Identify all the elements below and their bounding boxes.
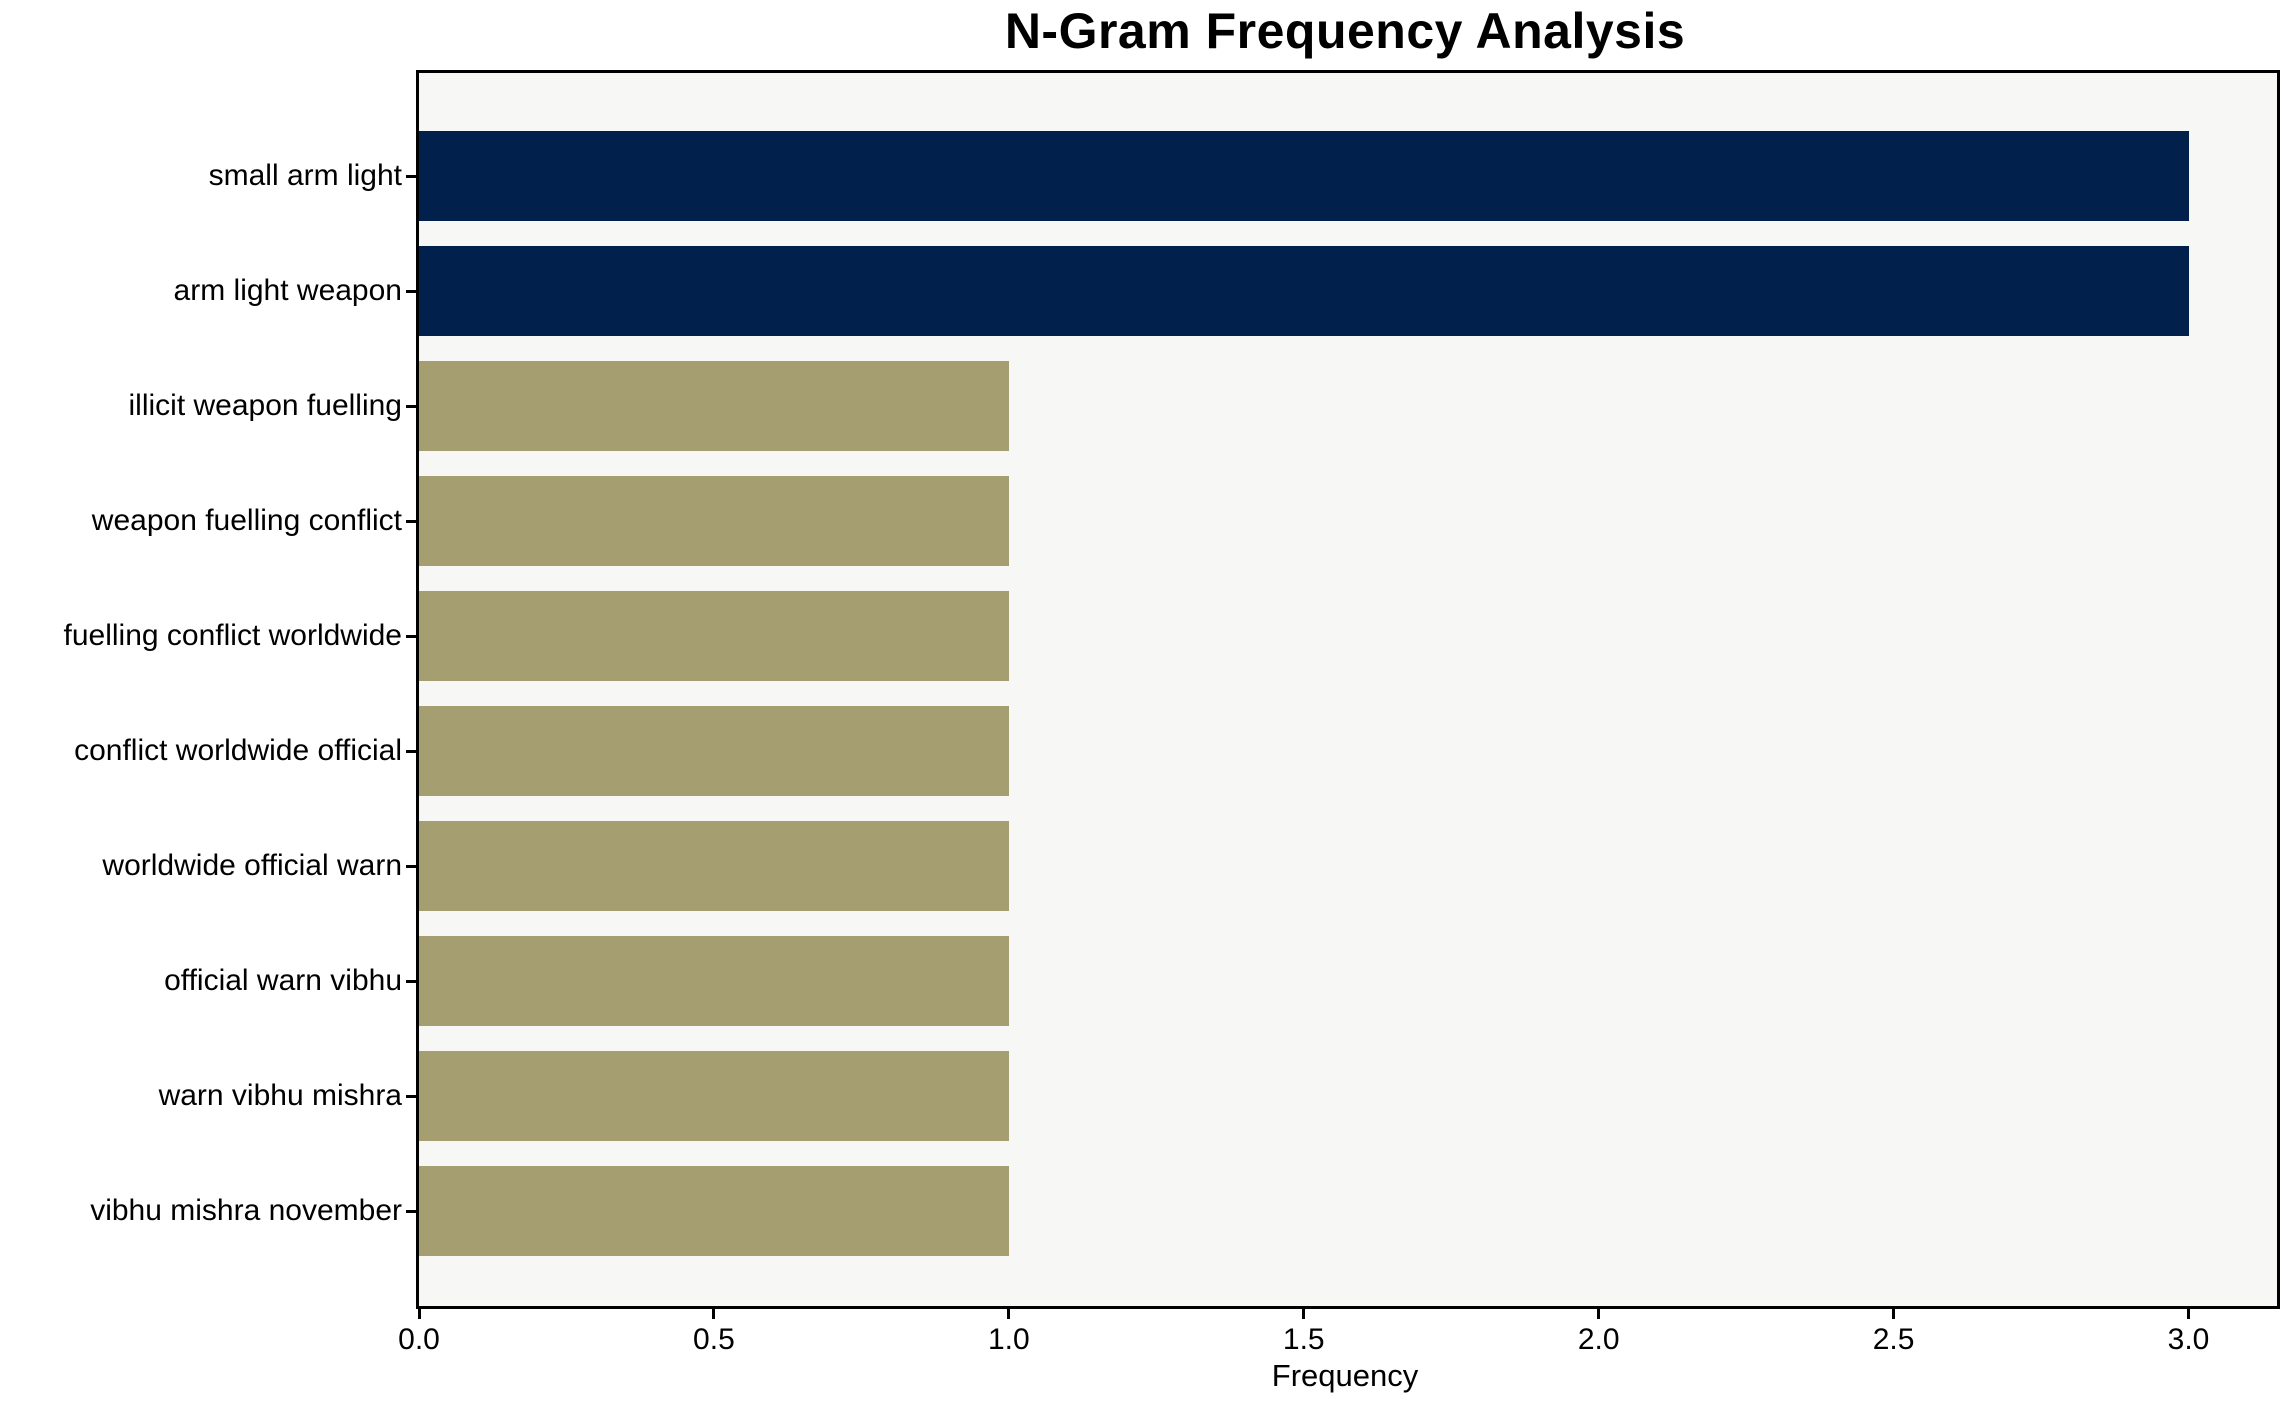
y-tick-mark xyxy=(406,634,416,638)
x-tick-mark xyxy=(1302,1309,1306,1319)
x-tick-mark xyxy=(2187,1309,2191,1319)
bar-fuelling-conflict-worldwide xyxy=(419,591,1009,681)
y-label-illicit-weapon-fuelling: illicit weapon fuelling xyxy=(128,389,403,422)
x-tick-label-2.5: 2.5 xyxy=(1872,1323,1915,1356)
x-tick-mark xyxy=(712,1309,716,1319)
bar-conflict-worldwide-official xyxy=(419,706,1009,796)
y-label-arm-light-weapon: arm light weapon xyxy=(173,274,402,307)
y-tick-mark xyxy=(406,289,416,293)
y-label-weapon-fuelling-conflict: weapon fuelling conflict xyxy=(91,504,402,537)
y-tick-mark xyxy=(406,174,416,178)
y-tick-mark xyxy=(406,864,416,868)
y-label-worldwide-official-warn: worldwide official warn xyxy=(102,849,402,882)
y-tick-mark xyxy=(406,1209,416,1213)
y-tick-mark xyxy=(406,404,416,408)
x-tick-label-1.0: 1.0 xyxy=(987,1323,1030,1356)
bar-weapon-fuelling-conflict xyxy=(419,476,1009,566)
x-axis-title: Frequency xyxy=(1271,1358,1419,1393)
y-tick-mark xyxy=(406,749,416,753)
x-tick-mark xyxy=(417,1309,421,1319)
x-tick-label-0.5: 0.5 xyxy=(693,1323,735,1356)
y-tick-mark xyxy=(406,519,416,523)
x-tick-label-3.0: 3.0 xyxy=(2167,1323,2210,1356)
bar-official-warn-vibhu xyxy=(419,936,1009,1026)
bar-warn-vibhu-mishra xyxy=(419,1051,1009,1141)
bar-vibhu-mishra-november xyxy=(419,1166,1009,1256)
x-tick-mark xyxy=(1892,1309,1896,1319)
x-tick-mark xyxy=(1597,1309,1601,1319)
plot-area xyxy=(416,70,2280,1309)
x-tick-mark xyxy=(1007,1309,1011,1319)
y-label-vibhu-mishra-november: vibhu mishra november xyxy=(90,1194,402,1227)
bar-arm-light-weapon xyxy=(419,246,2189,336)
y-label-official-warn-vibhu: official warn vibhu xyxy=(164,964,402,997)
y-label-small-arm-light: small arm light xyxy=(208,159,402,192)
chart-title: N-Gram Frequency Analysis xyxy=(1004,3,1686,59)
y-tick-mark xyxy=(406,979,416,983)
bar-small-arm-light xyxy=(419,131,2189,221)
y-label-warn-vibhu-mishra: warn vibhu mishra xyxy=(158,1079,402,1112)
y-label-fuelling-conflict-worldwide: fuelling conflict worldwide xyxy=(63,619,403,652)
y-label-conflict-worldwide-official: conflict worldwide official xyxy=(74,734,402,767)
bar-worldwide-official-warn xyxy=(419,821,1009,911)
y-tick-mark xyxy=(406,1094,416,1098)
bar-illicit-weapon-fuelling xyxy=(419,361,1009,451)
x-tick-label-1.5: 1.5 xyxy=(1282,1323,1325,1356)
x-tick-label-0.0: 0.0 xyxy=(398,1323,440,1356)
bars-container xyxy=(419,73,2277,1306)
x-tick-label-2.0: 2.0 xyxy=(1577,1323,1620,1356)
